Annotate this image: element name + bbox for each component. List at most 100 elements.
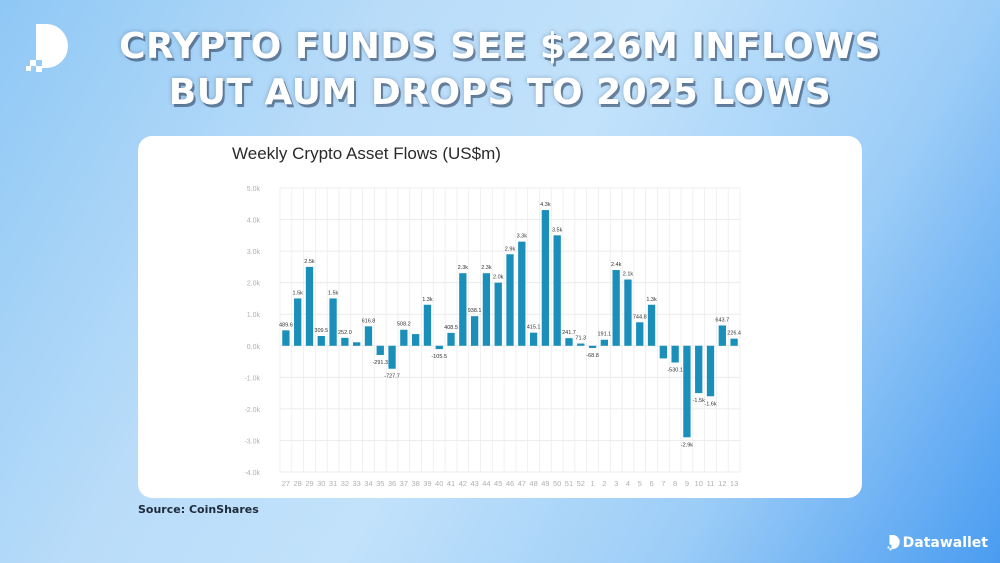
x-tick-label: 35	[376, 479, 384, 488]
x-tick-label: 7	[661, 479, 665, 488]
data-label: 938.1	[468, 308, 482, 314]
bar	[353, 342, 361, 346]
data-label: 191.1	[597, 332, 611, 338]
data-label: 4.3k	[540, 202, 551, 208]
y-tick-label: 3.0k	[247, 249, 261, 256]
data-label: 2.3k	[481, 265, 492, 271]
x-tick-label: 32	[341, 479, 349, 488]
x-tick-label: 37	[400, 479, 408, 488]
datawallet-logo-icon	[26, 24, 68, 72]
x-tick-label: 46	[506, 479, 514, 488]
data-label: 1.5k	[292, 290, 303, 296]
x-tick-label: 3	[614, 479, 618, 488]
data-label: 226.4	[727, 331, 741, 337]
x-tick-label: 2	[602, 479, 606, 488]
y-tick-label: -2.0k	[244, 407, 260, 414]
bar	[695, 345, 703, 394]
bar	[494, 282, 502, 346]
bar	[718, 325, 726, 346]
bar-chart: 5.0k 4.0k 3.0k 2.0k 1.0k 0.0k -1.0k -2.0k -3.0k -…	[244, 186, 741, 488]
x-tick-label: 27	[282, 479, 290, 488]
data-label: 1.5k	[328, 290, 339, 296]
chart-title: Weekly Crypto Asset Flows (US$m)	[232, 144, 501, 163]
bar	[305, 266, 314, 346]
datawallet-logo-icon	[887, 535, 900, 551]
x-tick-label: 6	[649, 479, 653, 488]
data-label: 2.4k	[611, 262, 622, 268]
x-tick-label: 1	[590, 479, 594, 488]
y-tick-label: 0.0k	[247, 344, 261, 351]
bar	[376, 345, 384, 355]
data-label: -530.1	[667, 368, 683, 374]
x-tick-label: 4	[626, 479, 630, 488]
brand-name: Datawallet	[902, 535, 988, 551]
x-tick-label: 50	[553, 479, 561, 488]
bar	[541, 210, 550, 346]
y-tick-label: -3.0k	[244, 438, 260, 445]
bar	[612, 270, 620, 346]
y-tick-label: 1.0k	[247, 312, 261, 319]
data-label: 3.5k	[552, 227, 563, 233]
x-tick-label: 40	[435, 479, 443, 488]
data-label: 508.2	[397, 322, 411, 328]
brand-watermark: Datawallet	[886, 535, 988, 551]
x-tick-label: 30	[317, 479, 325, 488]
x-tick-label: 41	[447, 479, 455, 488]
bar	[435, 345, 443, 350]
bar	[400, 329, 408, 346]
data-label: 643.7	[715, 317, 729, 323]
bar	[341, 337, 349, 346]
data-label: -68.8	[586, 353, 599, 359]
data-label: 1.3k	[646, 297, 657, 303]
bar	[529, 332, 538, 346]
data-label: 3.3k	[517, 234, 528, 240]
x-tick-label: 12	[718, 479, 726, 488]
bar	[411, 334, 420, 346]
data-label: -1.5k	[693, 398, 705, 404]
x-tick-label: 34	[364, 479, 372, 488]
bar	[553, 235, 561, 346]
x-tick-label: 51	[565, 479, 573, 488]
data-label: -1.6k	[704, 401, 716, 407]
bar	[447, 332, 455, 346]
data-label: 2.3k	[458, 265, 469, 271]
y-tick-label: -1.0k	[244, 375, 260, 382]
data-label: 489.6	[279, 322, 293, 328]
headline: CRYPTO FUNDS SEE $226M INFLOWS BUT AUM D…	[0, 24, 1000, 116]
bar	[470, 316, 479, 346]
x-tick-label: 29	[305, 479, 313, 488]
x-tick-label: 47	[518, 479, 526, 488]
x-tick-label: 13	[730, 479, 738, 488]
x-tick-label: 36	[388, 479, 396, 488]
bar	[506, 254, 514, 346]
bar	[647, 304, 656, 346]
data-label: 2.9k	[505, 246, 516, 252]
x-tick-label: 8	[673, 479, 677, 488]
bar	[388, 345, 396, 369]
x-tick-label: 52	[577, 479, 585, 488]
x-tick-label: 33	[352, 479, 360, 488]
bar	[482, 273, 491, 346]
headline-line-1: CRYPTO FUNDS SEE $226M INFLOWS	[119, 26, 881, 67]
data-label: 1.3k	[422, 297, 433, 303]
x-tick-label: 31	[329, 479, 337, 488]
data-label: 309.5	[314, 328, 328, 334]
x-tick-label: 11	[707, 479, 715, 488]
bar	[730, 338, 738, 346]
x-tick-label: 38	[411, 479, 419, 488]
bar	[459, 273, 467, 346]
bar	[671, 345, 679, 363]
x-tick-label: 48	[529, 479, 537, 488]
y-tick-label: 5.0k	[247, 186, 261, 193]
y-tick-label: -4.0k	[244, 470, 260, 477]
x-tick-label: 10	[695, 479, 703, 488]
chart-card: Weekly Crypto Asset Flows (US$m) 5.0k 4.0…	[138, 136, 862, 498]
y-tick-label: 2.0k	[247, 281, 261, 288]
source-credit: Source: CoinShares	[138, 503, 259, 516]
bar	[600, 339, 609, 346]
bar	[317, 336, 325, 346]
bar	[577, 343, 585, 346]
bar	[624, 279, 632, 346]
bar	[659, 345, 667, 359]
data-label: 408.5	[444, 325, 458, 331]
